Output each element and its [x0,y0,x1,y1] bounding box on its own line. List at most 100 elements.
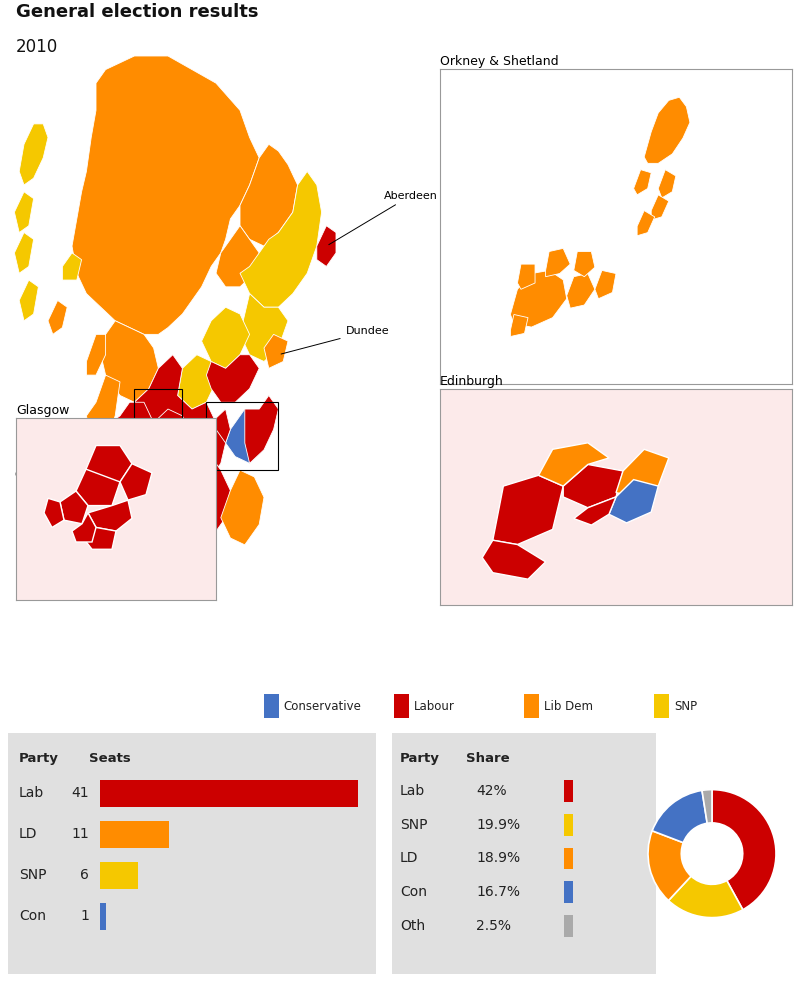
Text: LD: LD [400,851,418,866]
Polygon shape [574,252,595,277]
Polygon shape [76,469,120,506]
Polygon shape [216,225,259,287]
Bar [100,903,106,930]
Polygon shape [518,264,535,289]
Polygon shape [264,335,288,368]
Polygon shape [546,248,570,277]
Text: 16.7%: 16.7% [477,886,521,899]
Polygon shape [538,443,609,486]
Text: 19.9%: 19.9% [477,818,521,831]
Text: General election results: General election results [16,3,258,21]
Polygon shape [644,97,690,163]
Polygon shape [240,293,288,361]
Text: Conservative: Conservative [284,700,362,712]
Text: Lab: Lab [400,784,425,798]
Bar [563,780,573,802]
Text: Con: Con [400,886,427,899]
Text: 2010: 2010 [16,37,58,56]
Polygon shape [493,475,563,544]
Polygon shape [202,409,230,450]
Text: SNP: SNP [400,818,427,831]
Polygon shape [192,429,226,477]
Polygon shape [226,409,269,463]
Text: 41: 41 [71,786,89,800]
Bar [264,694,278,718]
Polygon shape [86,335,106,375]
Text: 42%: 42% [477,784,507,798]
Text: Glasgow: Glasgow [16,404,70,417]
Polygon shape [482,540,546,580]
Bar [563,847,573,869]
Polygon shape [44,498,64,527]
Polygon shape [14,232,34,274]
Polygon shape [206,355,259,402]
Polygon shape [634,169,651,195]
Polygon shape [563,464,623,508]
Text: Share: Share [466,753,510,766]
Polygon shape [616,450,669,497]
Bar [100,862,138,889]
Text: SNP: SNP [19,868,46,883]
Text: 1: 1 [80,909,89,923]
Polygon shape [82,527,116,549]
Text: Party: Party [19,753,59,766]
Polygon shape [221,470,264,545]
Polygon shape [574,497,616,525]
Wedge shape [652,790,707,842]
Polygon shape [658,169,676,198]
Text: SNP: SNP [674,700,697,712]
Polygon shape [101,321,158,402]
Text: Edinburgh: Edinburgh [440,375,504,388]
Bar [100,821,169,847]
Bar [563,814,573,835]
Polygon shape [651,195,669,220]
Text: 11: 11 [71,828,89,841]
Text: Party: Party [400,753,440,766]
Polygon shape [72,56,259,335]
Polygon shape [60,491,88,523]
Polygon shape [245,396,278,463]
Text: Seats: Seats [89,753,130,766]
Polygon shape [86,446,132,485]
Text: 2.5%: 2.5% [477,919,511,933]
Polygon shape [637,211,654,236]
Wedge shape [648,830,691,900]
Polygon shape [120,463,152,500]
Polygon shape [72,513,96,542]
Polygon shape [178,355,216,409]
Polygon shape [240,145,298,246]
Text: Aberdeen: Aberdeen [329,191,438,245]
Text: Orkney & Shetland: Orkney & Shetland [440,55,558,68]
Polygon shape [19,124,48,185]
Bar [563,915,573,937]
Text: Dundee: Dundee [281,327,390,354]
Bar [563,882,573,903]
Text: Oth: Oth [400,919,425,933]
Polygon shape [595,271,616,299]
Bar [394,694,409,718]
Polygon shape [510,315,528,337]
Text: Glasgow: Glasgow [14,470,62,480]
Polygon shape [154,457,230,545]
Bar [524,694,538,718]
Text: Lib Dem: Lib Dem [544,700,593,712]
Polygon shape [144,409,192,470]
Text: 6: 6 [80,868,89,883]
Polygon shape [202,307,250,368]
Polygon shape [19,280,38,321]
Bar [100,780,358,807]
Wedge shape [669,876,743,918]
Polygon shape [130,355,216,477]
Polygon shape [110,457,144,511]
Bar [654,694,669,718]
Text: Con: Con [19,909,46,923]
Polygon shape [120,470,168,545]
Polygon shape [317,225,336,267]
Polygon shape [14,192,34,232]
Polygon shape [48,300,67,335]
Text: LD: LD [19,828,38,841]
Text: Lab: Lab [19,786,44,800]
Polygon shape [62,253,82,280]
Polygon shape [240,171,322,307]
Polygon shape [510,271,566,327]
